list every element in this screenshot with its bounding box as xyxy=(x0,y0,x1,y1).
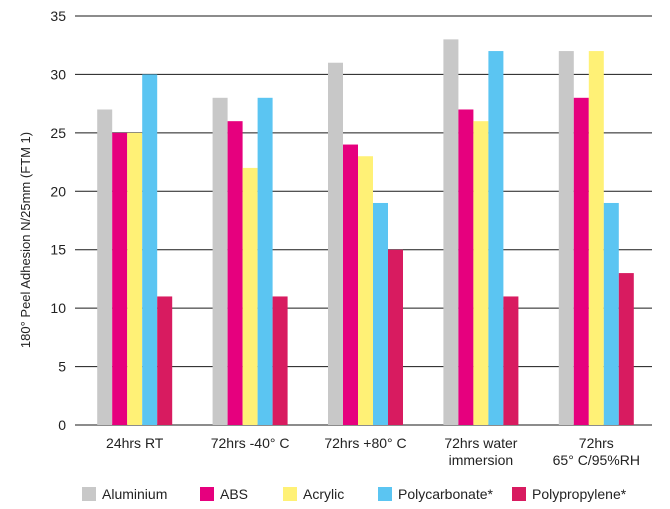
bar xyxy=(227,121,243,426)
bar xyxy=(242,167,258,425)
legend-swatch xyxy=(200,487,214,501)
y-axis-label: 180° Peel Adhesion N/25mm (FTM 1) xyxy=(18,132,33,348)
bar xyxy=(142,74,158,425)
bar xyxy=(127,132,143,425)
y-tick-label: 35 xyxy=(50,8,66,24)
bar xyxy=(503,296,519,425)
legend-swatch xyxy=(512,487,526,501)
x-tick-label: 72hrs -40° C xyxy=(211,435,290,451)
bar xyxy=(443,39,459,425)
bar xyxy=(603,202,619,425)
y-tick-label: 30 xyxy=(50,66,66,82)
legend: Aluminium ABS Acrylic Polycarbonate* Polypro… xyxy=(82,486,627,502)
x-tick-label: 72hrs xyxy=(579,435,614,451)
bar xyxy=(328,62,343,425)
legend-swatch xyxy=(283,487,297,501)
bar xyxy=(97,109,113,425)
y-tick-label: 15 xyxy=(50,242,66,258)
bar xyxy=(573,97,589,426)
bar xyxy=(618,273,634,425)
legend-label: Polypropylene* xyxy=(532,486,627,502)
bar xyxy=(388,249,403,425)
bar xyxy=(458,109,474,425)
bar xyxy=(488,51,504,426)
x-tick-label: 72hrs +80° C xyxy=(324,435,406,451)
bar xyxy=(272,296,288,425)
y-tick-label: 20 xyxy=(50,183,66,199)
bar xyxy=(473,121,489,426)
bar xyxy=(157,296,173,425)
x-tick-label: immersion xyxy=(449,452,514,468)
y-tick-label: 5 xyxy=(58,359,66,375)
bars xyxy=(97,39,634,426)
y-tick-label: 0 xyxy=(58,417,66,433)
bar xyxy=(257,97,273,426)
legend-label: Acrylic xyxy=(303,486,344,502)
legend-swatch xyxy=(378,487,392,501)
bar xyxy=(373,202,388,425)
x-tick-label: 65° C/95%RH xyxy=(553,452,640,468)
x-tick-label: 24hrs RT xyxy=(106,435,164,451)
legend-label: Aluminium xyxy=(102,486,167,502)
bar xyxy=(588,51,604,426)
legend-label: Polycarbonate* xyxy=(398,486,494,502)
axes: 0 5 10 15 20 25 30 35 24hrs RT 72hrs -40° C 72hrs … xyxy=(50,8,640,468)
bar xyxy=(112,132,128,425)
legend-swatch xyxy=(82,487,96,501)
y-tick-label: 10 xyxy=(50,300,66,316)
bar xyxy=(212,97,228,426)
legend-label: ABS xyxy=(220,486,248,502)
x-tick-label: 72hrs water xyxy=(444,435,517,451)
bar xyxy=(558,51,574,426)
y-tick-label: 25 xyxy=(50,125,66,141)
bar xyxy=(343,144,358,426)
bar xyxy=(358,156,373,425)
